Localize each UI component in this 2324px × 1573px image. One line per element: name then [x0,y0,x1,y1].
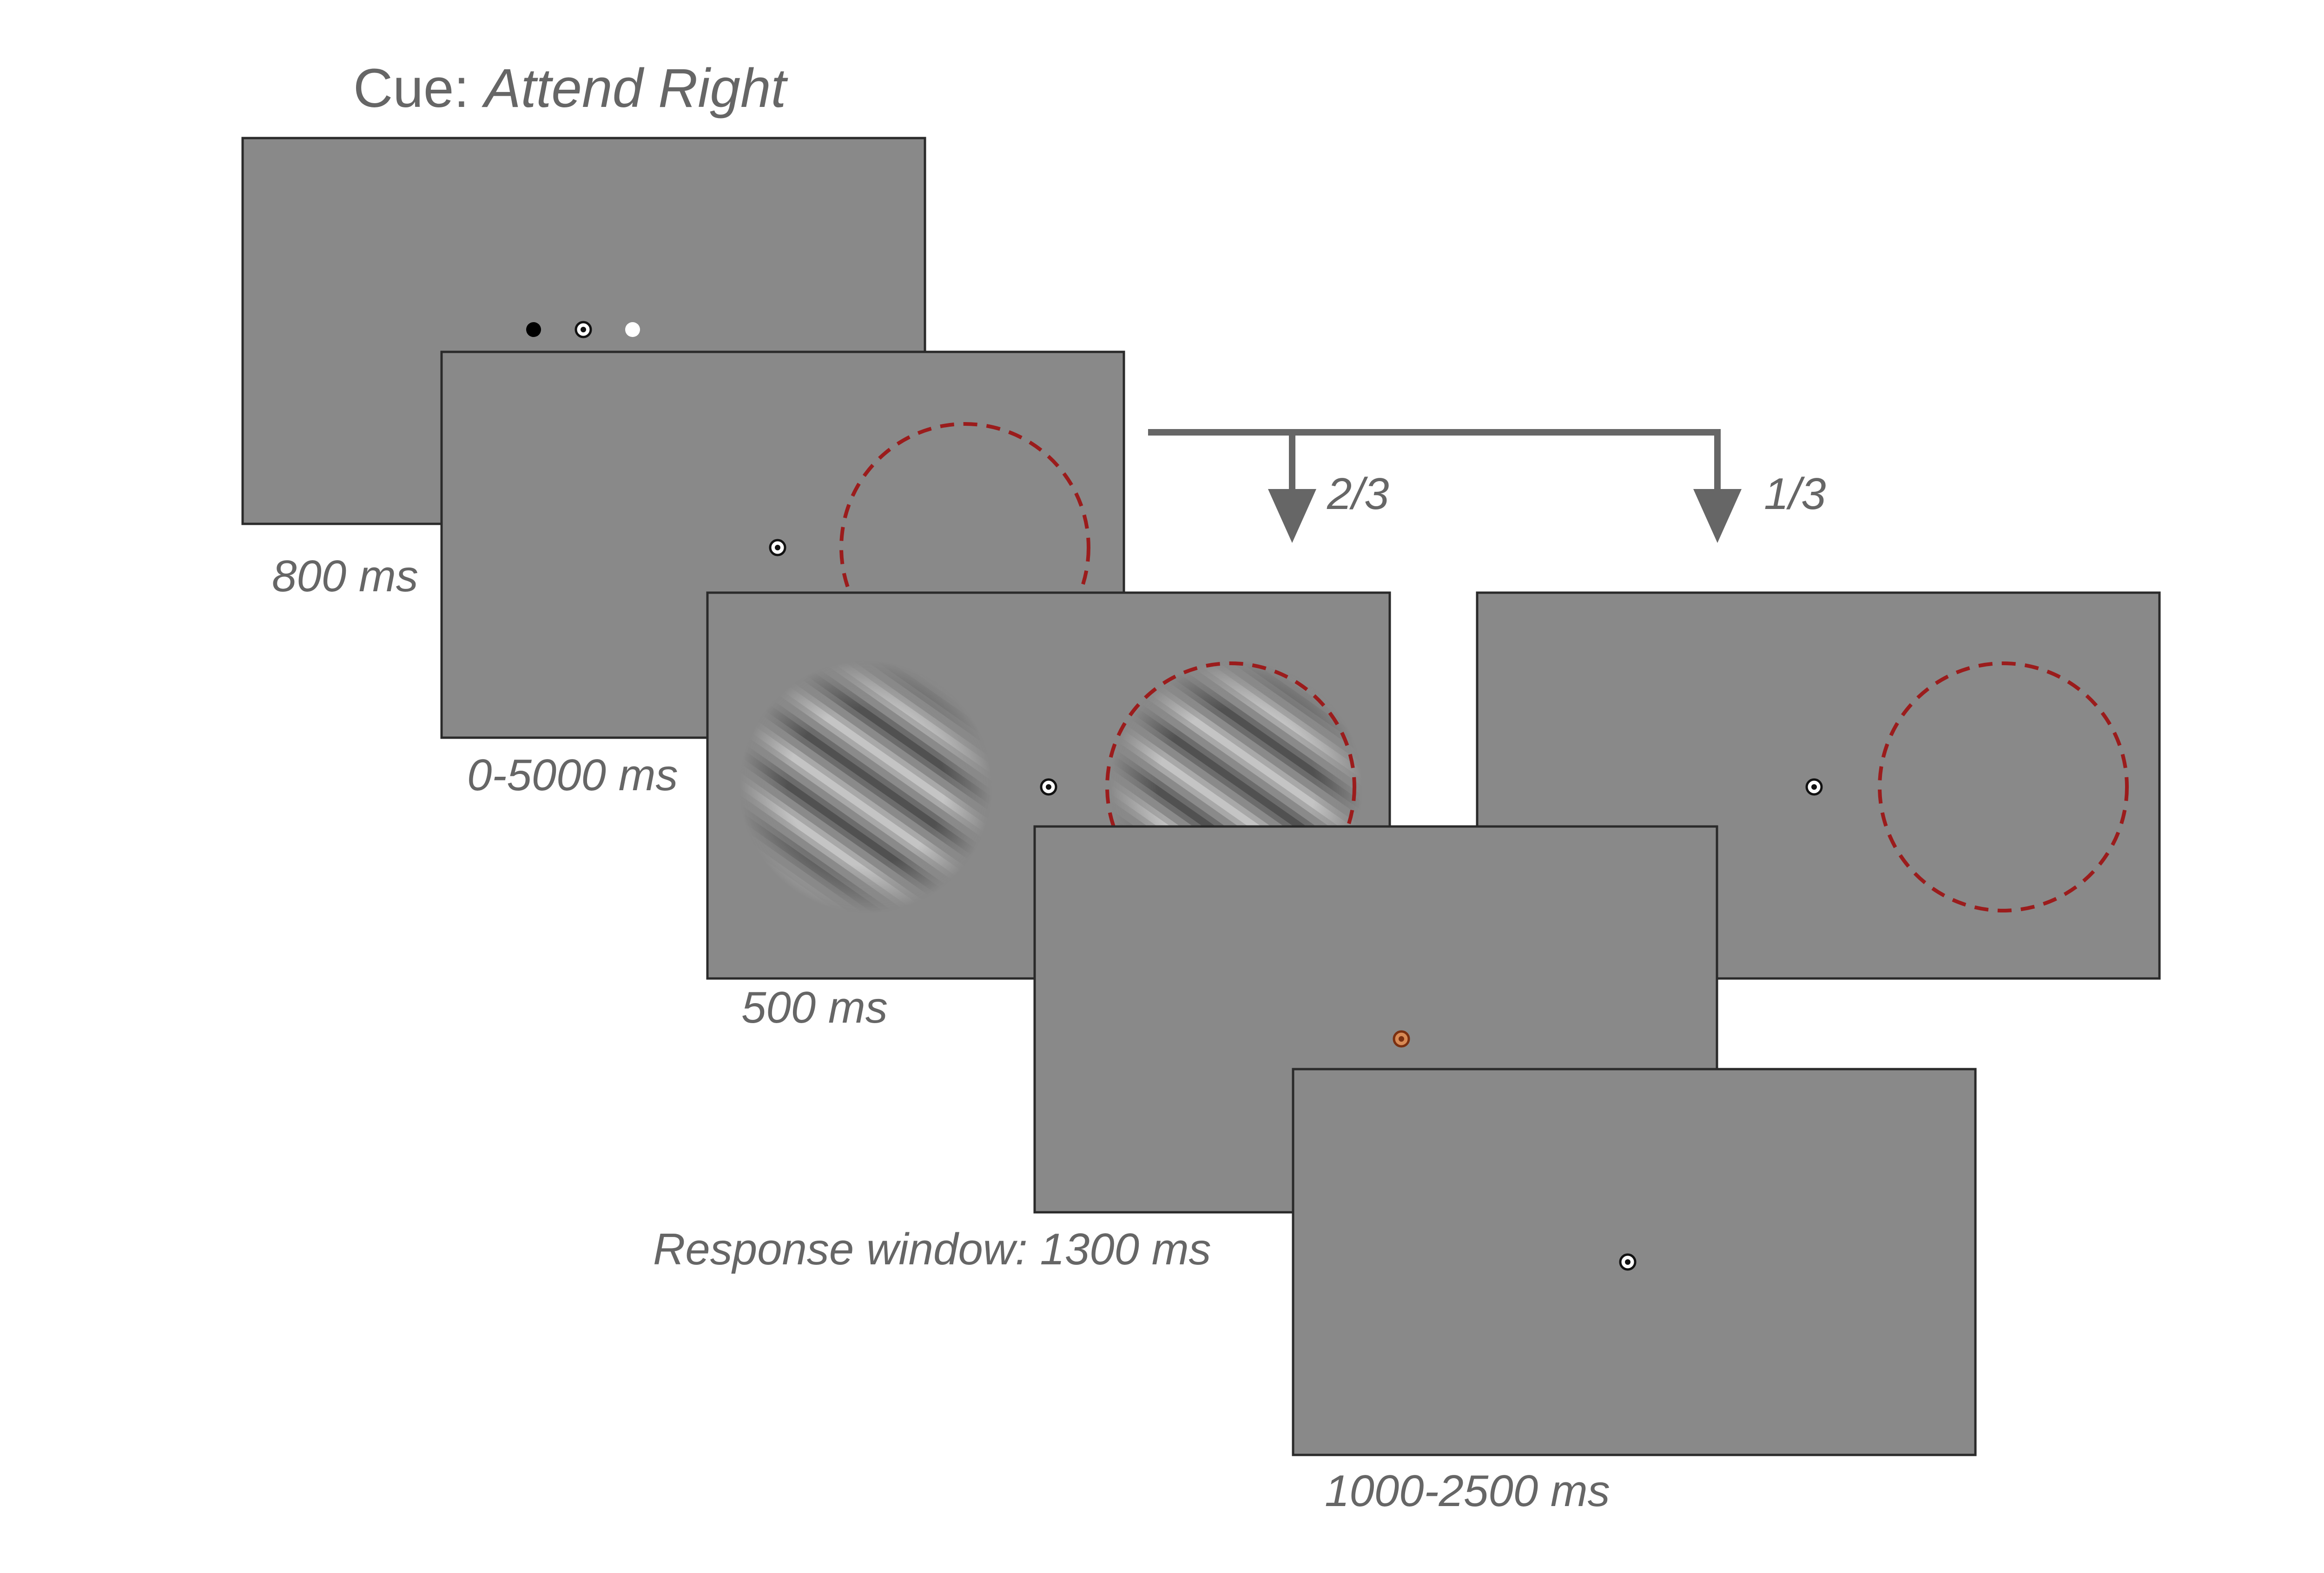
fixation-icon [1619,1253,1637,1271]
cue-duration-label: 800 ms [272,551,418,601]
iti-screen [1292,1068,1977,1456]
branch-arrows [1148,429,1742,543]
fixation-icon [574,321,592,338]
cue-title-condition: Attend Right [482,58,788,119]
cue-title: Cue: Attend Right [353,58,788,119]
stimulus-duration-label: 500 ms [741,983,888,1032]
stimulus-branch-probability: 2/3 [1327,469,1389,519]
branch-connector [1148,429,1721,502]
iti-duration-label: 1000-2500 ms [1325,1466,1610,1516]
fixation-icon [1805,778,1823,796]
fixation-icon [769,539,786,556]
cue-left-dot [526,322,541,337]
response-fixation-icon [1393,1030,1410,1048]
down-arrow-icon [1268,489,1316,543]
response-duration-label: Response window: 1300 ms [653,1224,1211,1274]
fixation-icon [1040,778,1057,796]
cue-title-prefix: Cue: [353,58,484,119]
down-arrow-icon [1693,489,1742,543]
prestimulus-duration-label: 0-5000 ms [467,750,678,800]
grating-left [739,660,995,916]
attention-circle [1878,661,2129,912]
cue-right-dot [625,322,640,337]
catch-branch-probability: 1/3 [1764,469,1826,519]
